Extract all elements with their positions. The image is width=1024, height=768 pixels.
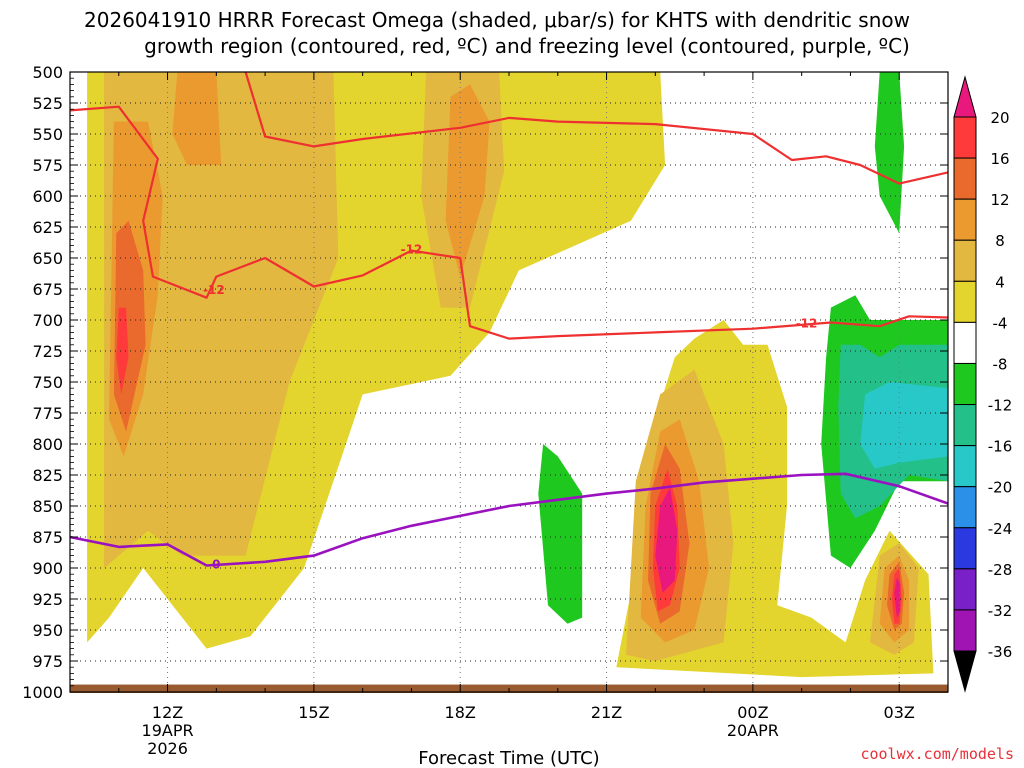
colorbar-label: -4 bbox=[993, 314, 1008, 332]
y-tick-label: 900 bbox=[32, 559, 63, 578]
credit-text: coolwx.com/models bbox=[860, 745, 1014, 763]
chart-title-line1: 2026041910 HRRR Forecast Omega (shaded, … bbox=[84, 8, 910, 32]
y-tick-label: 500 bbox=[32, 63, 63, 82]
x-tick-date-label: 19APR bbox=[142, 721, 194, 740]
x-tick-year-label: 2026 bbox=[147, 739, 188, 758]
dendritic-contour-line bbox=[70, 105, 948, 340]
contour-label: -12 bbox=[401, 242, 423, 256]
colorbar-top-arrow bbox=[953, 75, 977, 118]
omega-region-7 bbox=[172, 72, 222, 165]
colorbar-swatch bbox=[953, 568, 977, 611]
colorbar-label: -16 bbox=[988, 438, 1013, 456]
colorbar-swatch bbox=[953, 239, 977, 282]
colorbar-label: -28 bbox=[988, 561, 1013, 579]
omega-region-8 bbox=[445, 84, 490, 277]
colorbar-swatch bbox=[953, 280, 977, 323]
colorbar-swatch bbox=[953, 362, 977, 406]
y-tick-label: 1000 bbox=[22, 683, 63, 702]
dendritic-contour-line bbox=[244, 72, 948, 185]
y-tick-label: 600 bbox=[32, 187, 63, 206]
y-axis: 500 525 550 575 600 625 650 675 700 725 750 775 800 8… bbox=[22, 63, 948, 702]
x-tick-label: 12Z bbox=[152, 703, 183, 722]
omega-region-19 bbox=[538, 444, 583, 624]
colorbar-label: -12 bbox=[988, 397, 1013, 415]
y-tick-label: 875 bbox=[32, 528, 63, 547]
chart-title-line2: growth region (contoured, red, ºC) and f… bbox=[144, 34, 910, 58]
colorbar-swatch bbox=[953, 157, 977, 200]
x-axis-title: Forecast Time (UTC) bbox=[418, 748, 599, 768]
colorbar-swatch bbox=[953, 445, 977, 488]
y-tick-label: 950 bbox=[32, 621, 63, 640]
temperature-contours: -12 -12 -12 0 bbox=[70, 72, 948, 571]
contour-label: -12 bbox=[203, 283, 225, 297]
colorbar-label: 20 bbox=[990, 109, 1009, 127]
y-tick-label: 700 bbox=[32, 311, 63, 330]
colorbar-swatch bbox=[953, 486, 977, 529]
omega-shading bbox=[87, 72, 948, 678]
y-tick-label: 850 bbox=[32, 497, 63, 516]
x-tick-label: 15Z bbox=[298, 703, 329, 722]
x-tick-label: 18Z bbox=[445, 703, 476, 722]
y-tick-label: 825 bbox=[32, 466, 63, 485]
y-tick-label: 800 bbox=[32, 435, 63, 454]
x-tick-label: 21Z bbox=[591, 703, 622, 722]
colorbar-label: 16 bbox=[990, 150, 1009, 168]
colorbar-swatch bbox=[953, 609, 977, 652]
y-tick-label: 625 bbox=[32, 218, 63, 237]
contour-label: -12 bbox=[796, 317, 818, 331]
colorbar-label: 12 bbox=[990, 191, 1009, 209]
x-tick-label: 03Z bbox=[884, 703, 915, 722]
y-tick-label: 725 bbox=[32, 342, 63, 361]
colorbar-label: -20 bbox=[988, 479, 1013, 497]
y-tick-label: 550 bbox=[32, 125, 63, 144]
x-tick-date-label: 20APR bbox=[727, 721, 779, 740]
colorbar-swatch bbox=[953, 198, 977, 241]
y-tick-label: 675 bbox=[32, 280, 63, 299]
colorbar-label: -36 bbox=[988, 643, 1013, 661]
colorbar-label: 4 bbox=[995, 273, 1005, 291]
colorbar-swatch bbox=[953, 321, 977, 364]
omega-region-20 bbox=[874, 72, 905, 234]
y-tick-label: 925 bbox=[32, 590, 63, 609]
colorbar-swatch bbox=[953, 527, 977, 570]
colorbar-label: -24 bbox=[988, 520, 1013, 538]
y-tick-label: 750 bbox=[32, 373, 63, 392]
contour-label: 0 bbox=[212, 557, 220, 571]
colorbar-swatch bbox=[953, 404, 977, 447]
y-tick-label: 525 bbox=[32, 94, 63, 113]
y-tick-label: 650 bbox=[32, 249, 63, 268]
y-tick-label: 575 bbox=[32, 156, 63, 175]
colorbar-swatch bbox=[953, 116, 977, 159]
colorbar-bottom-arrow bbox=[953, 650, 977, 693]
plot-grid bbox=[70, 71, 948, 693]
omega-region-14 bbox=[116, 307, 129, 395]
x-tick-label: 00Z bbox=[737, 703, 768, 722]
colorbar-label: -32 bbox=[988, 602, 1013, 620]
colorbar-label: -8 bbox=[993, 355, 1008, 373]
freezing-level-line bbox=[70, 472, 948, 567]
y-tick-label: 775 bbox=[32, 404, 63, 423]
colorbar: 20 16 12 8 4 -4 -8 -12 -16 -20 -24 -28 -32 -36 bbox=[953, 75, 1013, 693]
y-tick-label: 975 bbox=[32, 652, 63, 671]
omega-region-23 bbox=[860, 382, 948, 469]
omega-region-17 bbox=[655, 487, 678, 593]
colorbar-label: 8 bbox=[995, 232, 1005, 250]
